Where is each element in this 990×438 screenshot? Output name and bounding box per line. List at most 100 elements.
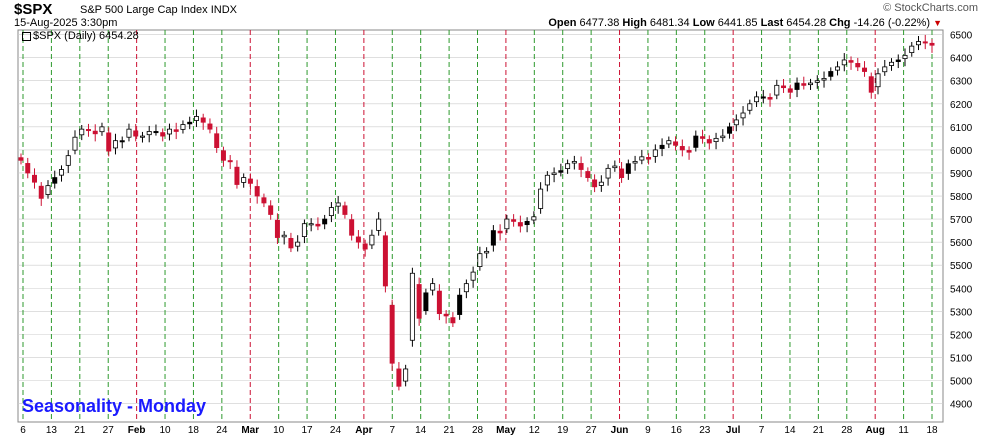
candle xyxy=(308,218,314,232)
candle-body xyxy=(585,171,591,178)
candle xyxy=(436,284,442,321)
candle xyxy=(801,76,807,90)
symbol-name: S&P 500 Large Cap Index INDX xyxy=(80,4,237,16)
candle-body xyxy=(700,136,706,139)
ohlc-readout: Open 6477.38 High 6481.34 Low 6441.85 La… xyxy=(548,17,942,29)
candle-body xyxy=(659,144,665,149)
candle-body xyxy=(220,150,226,161)
y-tick-label: 5000 xyxy=(950,376,973,387)
candle-body xyxy=(619,168,625,178)
candle xyxy=(673,136,679,151)
candle xyxy=(619,162,625,183)
candle-legend-icon xyxy=(22,31,31,41)
candle-body xyxy=(106,132,112,152)
candle-body xyxy=(855,63,861,68)
candle xyxy=(463,279,469,299)
candle-body xyxy=(396,368,402,387)
candle xyxy=(355,230,361,249)
candle xyxy=(916,35,921,51)
candle xyxy=(862,61,868,77)
candle xyxy=(490,225,496,252)
candle-body xyxy=(693,135,699,148)
candle xyxy=(470,266,476,288)
candle xyxy=(403,364,409,387)
candle xyxy=(18,153,24,165)
candle xyxy=(531,211,537,225)
candle-body xyxy=(801,83,807,86)
low-label: Low xyxy=(692,17,715,29)
candle-body xyxy=(652,149,658,157)
candle xyxy=(484,247,490,259)
candle-body xyxy=(463,283,469,293)
y-tick-label: 5700 xyxy=(950,215,973,226)
y-tick-label: 6300 xyxy=(950,77,973,88)
candle-body xyxy=(288,237,294,249)
candle xyxy=(794,77,800,98)
exchange-label: INDX xyxy=(210,4,237,16)
candle-body xyxy=(65,155,71,166)
candle-body xyxy=(740,112,746,119)
y-tick-label: 6200 xyxy=(950,100,973,111)
x-tick-label: 10 xyxy=(273,425,285,436)
candle-body xyxy=(558,170,564,173)
x-tick-label: 28 xyxy=(841,425,853,436)
candle-body xyxy=(754,96,760,103)
high-label: High xyxy=(622,17,647,29)
down-arrow-icon: ▼ xyxy=(933,18,942,28)
candle-body xyxy=(295,241,301,247)
candle-body xyxy=(511,219,517,222)
candle-body xyxy=(58,169,64,176)
candle xyxy=(25,157,31,179)
candle-body xyxy=(207,123,213,130)
seasonality-annotation: Seasonality - Monday xyxy=(22,396,207,416)
candle-body xyxy=(261,197,267,204)
candle-body xyxy=(484,250,490,254)
candle xyxy=(443,310,449,324)
candle xyxy=(362,239,368,257)
y-tick-label: 6100 xyxy=(950,123,973,134)
x-tick-label: 19 xyxy=(557,425,569,436)
candle-body xyxy=(632,161,638,164)
candle xyxy=(322,214,328,230)
candle xyxy=(328,202,334,223)
candle xyxy=(895,54,901,69)
series-legend: $SPX (Daily) 6454.28 xyxy=(22,30,139,42)
grid xyxy=(18,34,943,404)
candle-body xyxy=(376,218,382,231)
candle xyxy=(882,59,888,76)
candle-body xyxy=(187,121,193,125)
x-tick-label: 27 xyxy=(586,425,598,436)
candle xyxy=(740,106,746,126)
x-tick-label: 9 xyxy=(645,425,651,436)
candle-body xyxy=(868,76,874,93)
low-value: 6441.85 xyxy=(717,17,758,29)
candle xyxy=(369,229,375,250)
candle-body xyxy=(45,185,51,195)
candle xyxy=(497,224,503,241)
candle-body xyxy=(713,137,719,143)
candle xyxy=(538,182,544,214)
candle-body xyxy=(382,235,388,287)
x-tick-label: 24 xyxy=(216,425,228,436)
x-tick-label: 6 xyxy=(20,425,26,436)
open-label: Open xyxy=(548,17,577,29)
candle-body xyxy=(524,220,530,226)
candle xyxy=(760,89,766,104)
x-tick-label: 14 xyxy=(784,425,796,436)
candle xyxy=(450,312,456,327)
candle-body xyxy=(254,186,260,197)
candle-body xyxy=(565,163,571,169)
candle xyxy=(477,246,483,271)
candle xyxy=(342,201,348,219)
y-tick-label: 6000 xyxy=(950,146,973,157)
candle xyxy=(247,173,253,190)
x-tick-label: 13 xyxy=(46,425,58,436)
candle-body xyxy=(430,283,436,291)
x-tick-label: Jul xyxy=(726,425,741,436)
candle-body xyxy=(234,166,240,185)
candle xyxy=(106,127,112,157)
candle xyxy=(585,167,591,182)
candle-body xyxy=(173,129,179,132)
candle xyxy=(868,72,874,99)
